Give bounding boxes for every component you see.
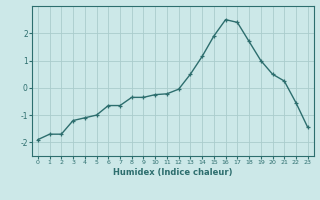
X-axis label: Humidex (Indice chaleur): Humidex (Indice chaleur) <box>113 168 233 177</box>
